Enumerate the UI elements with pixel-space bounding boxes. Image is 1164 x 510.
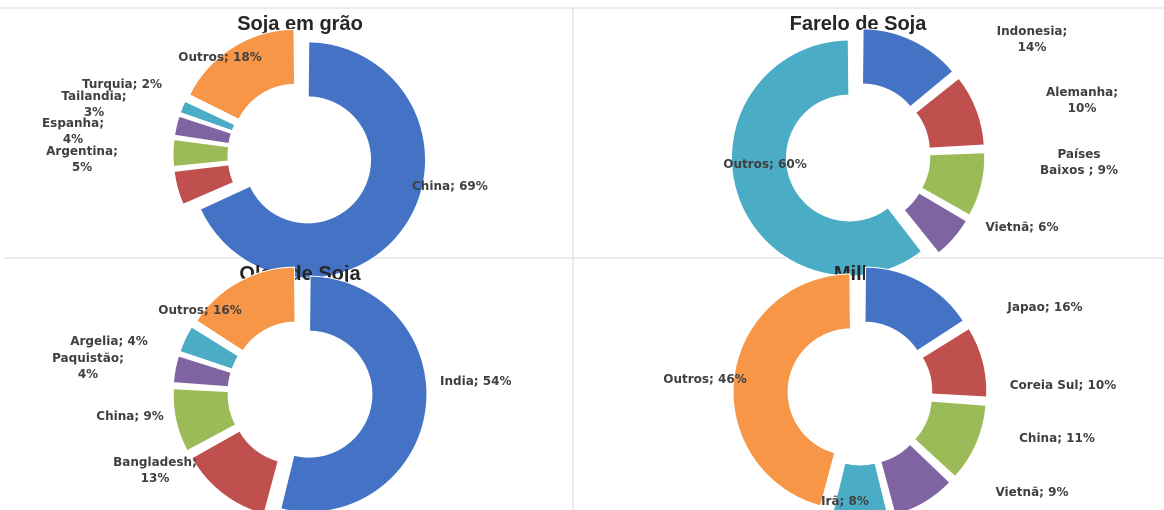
data-label-china: China; 11% <box>1019 431 1095 445</box>
data-label-line: Espanha; <box>42 116 104 130</box>
data-label-line: Coreia Sul; 10% <box>1010 378 1117 392</box>
data-label-argelia: Argelia; 4% <box>70 334 148 348</box>
segment-paquistao <box>172 355 232 388</box>
donut-chart-farelo-de-soja: Farelo de Soja Indonesia; 14% Alemanha; 10% P… <box>723 13 1118 277</box>
data-label-line: 4% <box>63 132 83 146</box>
data-label-line: Baixos ; 9% <box>1040 163 1118 177</box>
segment-bangladesh <box>190 430 279 510</box>
data-label-line: Outros; 46% <box>663 372 746 386</box>
chart-title: Farelo de Soja <box>790 13 928 35</box>
data-label-vietna: Vietnã; 6% <box>985 220 1058 234</box>
data-label-paquistao: Paquistão; 4% <box>52 351 124 381</box>
segment-outros <box>188 28 296 120</box>
data-label-line: India; 54% <box>440 374 512 388</box>
data-label-line: 5% <box>72 160 92 174</box>
data-label-outros: Outros; 18% <box>178 50 261 64</box>
data-label-line: Países <box>1057 147 1100 161</box>
data-label-japao: Japao; 16% <box>1006 300 1082 314</box>
data-label-argentina: Argentina; 5% <box>46 144 118 174</box>
chart-title: Soja em grão <box>237 13 363 35</box>
data-label-outros: Outros; 16% <box>158 303 241 317</box>
segment-outros <box>196 266 296 352</box>
data-label-line: Argentina; <box>46 144 118 158</box>
data-label-outros: Outros; 46% <box>663 372 746 386</box>
segment-india <box>280 275 428 510</box>
data-label-line: Vietnã; 9% <box>995 485 1068 499</box>
data-label-line: Outros; 18% <box>178 50 261 64</box>
segment-outros <box>732 273 851 507</box>
data-label-line: 4% <box>78 367 98 381</box>
segment-china <box>172 388 237 452</box>
segment-china <box>913 400 987 478</box>
segment-alemanha <box>915 77 985 149</box>
data-label-coreia-sul: Coreia Sul; 10% <box>1010 378 1117 392</box>
segment-paises-baixos <box>920 152 986 216</box>
donut-chart-soja-em-grao: Soja em grão China; 69% Argentina; 5% Espanh… <box>42 13 488 279</box>
data-label-espanha: Espanha; 4% <box>42 116 104 146</box>
segment-tailandia <box>174 115 232 145</box>
data-label-line: Irã; 8% <box>821 494 869 508</box>
data-label-vietna: Vietnã; 9% <box>995 485 1068 499</box>
data-label-alemanha: Alemanha; 10% <box>1046 85 1118 115</box>
data-label-line: 14% <box>1018 40 1047 54</box>
data-label-line: Bangladesh; <box>113 455 197 469</box>
data-label-line: Tailandia; <box>61 89 126 103</box>
segment-turquia <box>179 100 236 132</box>
segment-vietna <box>880 443 951 510</box>
data-label-china: China; 9% <box>96 409 163 423</box>
data-label-paises-baixos: Países Baixos ; 9% <box>1040 147 1118 177</box>
data-label-line: Indonesia; <box>997 24 1068 38</box>
segment-coreia-sul <box>921 327 988 398</box>
segment-japao <box>864 266 964 352</box>
segment-argelia <box>179 326 240 370</box>
data-label-line: Japao; 16% <box>1006 300 1082 314</box>
segment-outros <box>731 39 923 277</box>
data-label-turquia: Turquia; 2% <box>82 77 162 91</box>
data-label-line: Turquia; 2% <box>82 77 162 91</box>
data-label-line: China; 69% <box>412 179 488 193</box>
data-label-line: Argelia; 4% <box>70 334 148 348</box>
data-label-line: Alemanha; <box>1046 85 1118 99</box>
data-label-indonesia: Indonesia; 14% <box>997 24 1068 54</box>
data-label-bangladesh: Bangladesh; 13% <box>113 455 197 485</box>
segment-argentina <box>173 164 235 205</box>
segment-china <box>199 41 426 279</box>
data-label-line: Outros; 16% <box>158 303 241 317</box>
data-label-line: China; 9% <box>96 409 163 423</box>
data-label-line: 10% <box>1068 101 1097 115</box>
segment-indonesia <box>862 28 954 108</box>
data-label-tailandia: Tailandia; 3% <box>61 89 126 119</box>
segment-vietna <box>903 192 968 254</box>
data-label-line: Paquistão; <box>52 351 124 365</box>
data-label-line: 3% <box>84 105 104 119</box>
segment-ira <box>832 462 888 510</box>
data-label-line: 13% <box>141 471 170 485</box>
data-label-line: Vietnã; 6% <box>985 220 1058 234</box>
data-label-outros: Outros; 60% <box>723 157 806 171</box>
data-label-china: China; 69% <box>412 179 488 193</box>
data-label-india: India; 54% <box>440 374 512 388</box>
segment-espanha <box>172 139 230 167</box>
data-label-line: China; 11% <box>1019 431 1095 445</box>
data-label-ira: Irã; 8% <box>821 494 869 508</box>
data-label-line: Outros; 60% <box>723 157 806 171</box>
